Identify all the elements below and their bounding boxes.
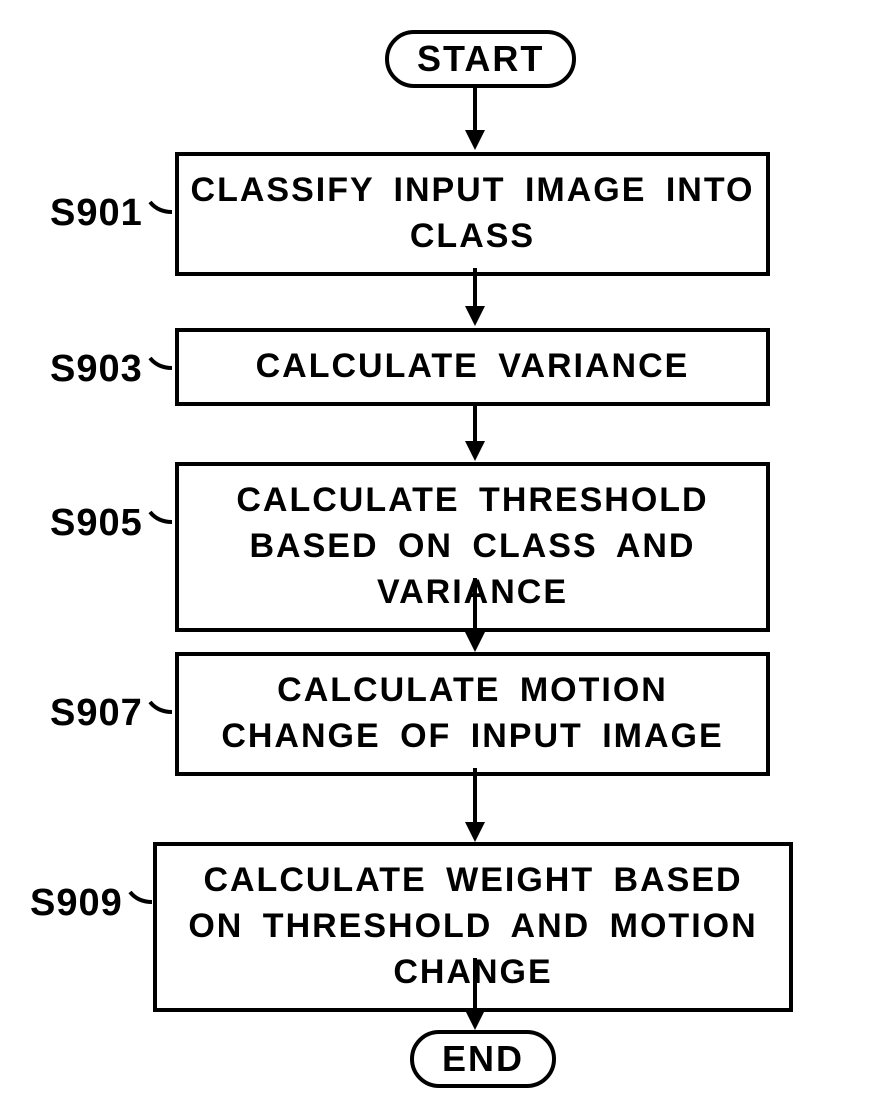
label-connector-s903 bbox=[148, 356, 178, 380]
process-s907-text: CALCULATE MOTION CHANGE OF INPUT IMAGE bbox=[221, 671, 723, 755]
process-s907: CALCULATE MOTION CHANGE OF INPUT IMAGE bbox=[175, 652, 770, 776]
process-s903: CALCULATE VARIANCE bbox=[175, 328, 770, 406]
start-terminal: START bbox=[385, 30, 576, 88]
step-label-s909: S909 bbox=[30, 882, 123, 925]
process-s903-wrapper: CALCULATE VARIANCE bbox=[175, 328, 770, 406]
label-connector-s905 bbox=[148, 510, 178, 534]
arrow-s901-s903 bbox=[460, 268, 490, 333]
arrow-s907-s909 bbox=[460, 768, 490, 848]
start-label: START bbox=[417, 38, 544, 79]
process-s907-wrapper: CALCULATE MOTION CHANGE OF INPUT IMAGE bbox=[175, 652, 770, 776]
label-connector-s901 bbox=[148, 200, 178, 224]
arrow-s905-s907 bbox=[460, 578, 490, 658]
end-node-wrapper: END bbox=[410, 1030, 556, 1088]
end-label: END bbox=[442, 1038, 524, 1079]
arrow-s903-s905 bbox=[460, 403, 490, 468]
step-label-s907: S907 bbox=[50, 692, 143, 735]
arrow-s909-end bbox=[460, 958, 490, 1036]
step-label-s901: S901 bbox=[50, 192, 143, 235]
process-s901-wrapper: CLASSIFY INPUT IMAGE INTO CLASS bbox=[175, 152, 770, 276]
process-s903-text: CALCULATE VARIANCE bbox=[256, 347, 690, 385]
process-s901: CLASSIFY INPUT IMAGE INTO CLASS bbox=[175, 152, 770, 276]
label-connector-s907 bbox=[148, 700, 178, 724]
arrow-start-s901 bbox=[460, 85, 490, 155]
process-s901-text: CLASSIFY INPUT IMAGE INTO CLASS bbox=[191, 171, 755, 255]
step-label-s903: S903 bbox=[50, 348, 143, 391]
end-terminal: END bbox=[410, 1030, 556, 1088]
step-label-s905: S905 bbox=[50, 502, 143, 545]
start-node-wrapper: START bbox=[385, 30, 576, 88]
